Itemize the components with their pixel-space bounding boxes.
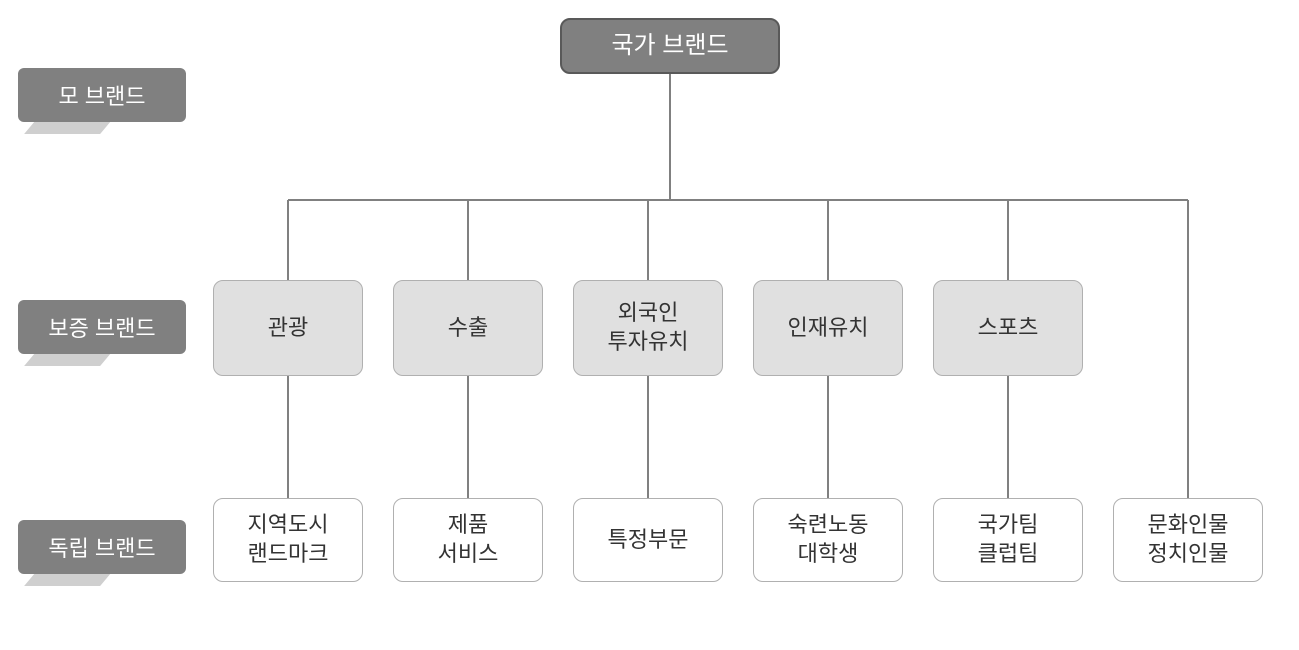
connector [467, 200, 469, 280]
node-root: 국가 브랜드 [560, 18, 780, 74]
connector [827, 200, 829, 280]
connector [288, 199, 1188, 201]
node-l4: 숙련노동 대학생 [753, 498, 903, 582]
connector [669, 74, 671, 200]
node-m3: 외국인 투자유치 [573, 280, 723, 376]
node-l5: 국가팀 클럽팀 [933, 498, 1083, 582]
node-l2: 제품 서비스 [393, 498, 543, 582]
connector [467, 376, 469, 498]
connector [647, 376, 649, 498]
row-label-row3: 독립 브랜드 [18, 520, 186, 574]
row-label-shadow [24, 572, 111, 586]
row-label-row1: 모 브랜드 [18, 68, 186, 122]
node-m5: 스포츠 [933, 280, 1083, 376]
node-m1: 관광 [213, 280, 363, 376]
node-l1: 지역도시 랜드마크 [213, 498, 363, 582]
connector [827, 376, 829, 498]
connector [647, 200, 649, 280]
connector [1187, 200, 1189, 498]
row-label-shadow [24, 352, 111, 366]
connector [1007, 376, 1009, 498]
node-l3: 특정부문 [573, 498, 723, 582]
connector [287, 376, 289, 498]
node-m2: 수출 [393, 280, 543, 376]
connector [287, 200, 289, 280]
row-label-row2: 보증 브랜드 [18, 300, 186, 354]
row-label-shadow [24, 120, 111, 134]
node-l6: 문화인물 정치인물 [1113, 498, 1263, 582]
node-m4: 인재유치 [753, 280, 903, 376]
connector [1007, 200, 1009, 280]
